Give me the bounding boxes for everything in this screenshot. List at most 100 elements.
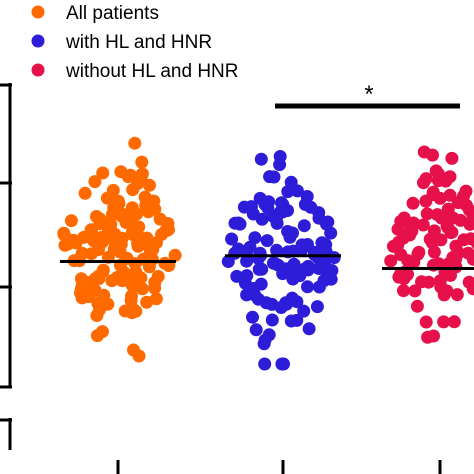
data-point [430,208,444,222]
data-point [96,166,110,180]
data-point [275,357,289,371]
data-point [419,315,433,329]
data-point [162,223,175,237]
data-point [237,200,251,214]
legend-marker-3 [31,63,45,77]
data-point [228,246,242,260]
data-point [450,288,464,302]
data-point [466,282,474,296]
data-point [297,304,311,318]
data-point [135,282,149,296]
data-point [446,251,460,264]
data-point [75,246,89,260]
data-point [443,170,457,184]
data-point [125,306,139,320]
data-point [148,281,162,295]
data-point [64,214,78,228]
data-point [290,295,304,309]
legend-marker-2 [31,34,45,48]
data-point [317,274,331,288]
data-point [408,284,422,298]
data-point [258,357,272,371]
data-point [447,315,461,329]
data-point [260,234,274,248]
data-point [265,313,279,327]
data-point [466,252,474,266]
data-point [275,196,288,210]
data-point [61,237,75,251]
legend-label-1: All patients [66,3,159,24]
data-point [407,255,421,269]
data-point [427,245,441,259]
data-point [125,201,139,215]
data-point [249,323,263,337]
data-point [437,315,451,329]
data-point [263,170,277,184]
data-point [384,254,398,268]
data-point [248,231,262,245]
data-point [470,237,474,249]
legend: All patients with HL and HNR without HL an… [31,3,238,82]
data-point [284,175,298,189]
data-point [420,207,434,221]
data-point [139,198,153,212]
data-point [230,269,244,283]
data-point [417,145,431,159]
data-point [240,254,254,268]
data-point [78,186,92,200]
data-point [297,219,311,233]
data-point [415,275,428,289]
data-point [266,256,280,270]
legend-label-3: without HL and HNR [65,61,238,82]
data-point [300,190,314,203]
data-point [431,167,445,181]
data-point [417,176,430,190]
data-point [276,267,290,281]
mean-lines [60,254,474,271]
data-point [312,211,326,225]
data-point [105,274,119,288]
data-points [57,136,474,371]
data-point [131,177,145,190]
data-point [124,293,138,307]
data-point [273,158,287,172]
data-point [427,224,441,238]
data-point [406,196,420,210]
data-point [85,224,99,238]
data-point [233,217,247,231]
data-point [254,152,268,166]
data-point [149,292,163,306]
data-point [98,229,112,243]
data-point [468,207,474,221]
data-point [246,207,260,221]
legend-label-2: with HL and HNR [65,32,212,53]
data-point [454,213,468,227]
data-point [246,310,259,324]
data-point [394,267,408,281]
data-point [397,284,410,298]
data-point [287,257,301,271]
data-point [75,291,89,305]
data-point [284,314,298,328]
data-point [88,175,102,189]
data-point [274,301,288,314]
data-point [457,189,470,203]
data-point [302,322,316,336]
significance-annotation: * [275,81,460,109]
axes [0,83,442,474]
data-point [123,168,137,182]
data-point [412,245,426,259]
data-point [304,200,318,214]
data-point [115,209,128,223]
data-point [257,337,271,351]
data-point [445,225,459,239]
data-point [143,178,156,192]
data-point [301,259,315,273]
data-point [295,238,309,252]
data-point [84,247,98,261]
data-point [117,266,131,279]
legend-marker-1 [31,5,45,19]
data-point [125,225,139,239]
data-point [125,278,139,292]
